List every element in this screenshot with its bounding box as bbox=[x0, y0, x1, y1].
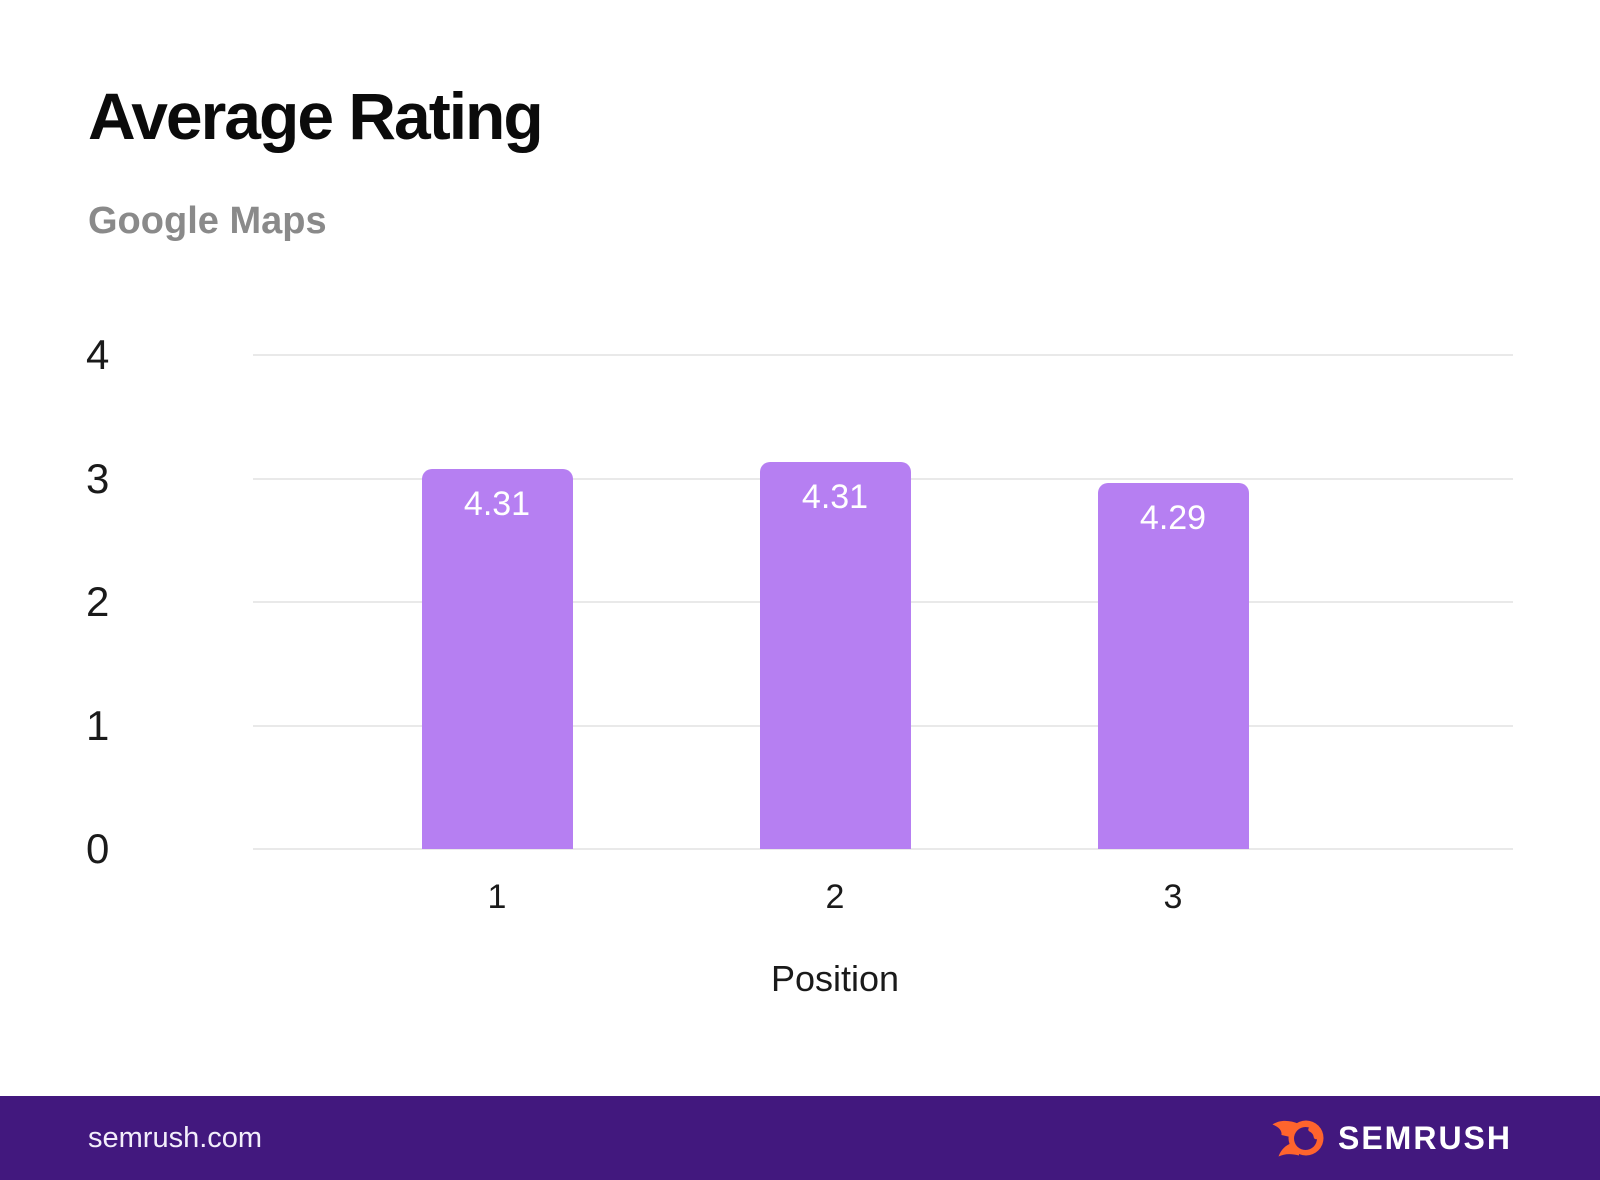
bar-position-1: 4.31 bbox=[421, 468, 573, 849]
bar-chart: 0 1 2 3 4 4.31 1 4.31 2 4.29 3 Position bbox=[86, 331, 1513, 999]
bar-position-2: 4.31 bbox=[759, 462, 911, 849]
footer-bar: semrush.com SEMRUSH bbox=[0, 1096, 1600, 1180]
footer-site-url: semrush.com bbox=[88, 1121, 263, 1154]
bar-position-3: 4.29 bbox=[1097, 483, 1249, 849]
y-axis-tick-2: 2 bbox=[86, 578, 110, 625]
bar-value-label-1: 4.31 bbox=[463, 484, 531, 523]
y-axis-tick-0: 0 bbox=[86, 825, 110, 872]
page-subtitle: Google Maps bbox=[88, 200, 327, 242]
y-axis-tick-1: 1 bbox=[86, 701, 110, 749]
gridline-y0 bbox=[253, 848, 1513, 850]
x-axis-tick-2: 2 bbox=[825, 878, 845, 916]
y-axis-tick-4: 4 bbox=[86, 331, 110, 378]
page-title: Average Rating bbox=[88, 79, 544, 153]
x-axis-title: Position bbox=[770, 958, 900, 999]
semrush-logo-icon bbox=[1272, 1118, 1324, 1158]
x-axis-tick-1: 1 bbox=[487, 878, 507, 916]
x-axis-tick-3: 3 bbox=[1163, 878, 1183, 916]
bar-value-label-3: 4.29 bbox=[1139, 499, 1207, 538]
footer-brand: SEMRUSH bbox=[1272, 1118, 1512, 1158]
y-axis-tick-3: 3 bbox=[86, 454, 110, 502]
footer-brand-wordmark: SEMRUSH bbox=[1337, 1119, 1512, 1156]
bar-value-label-2: 4.31 bbox=[801, 478, 869, 517]
gridline-y4 bbox=[253, 354, 1513, 356]
